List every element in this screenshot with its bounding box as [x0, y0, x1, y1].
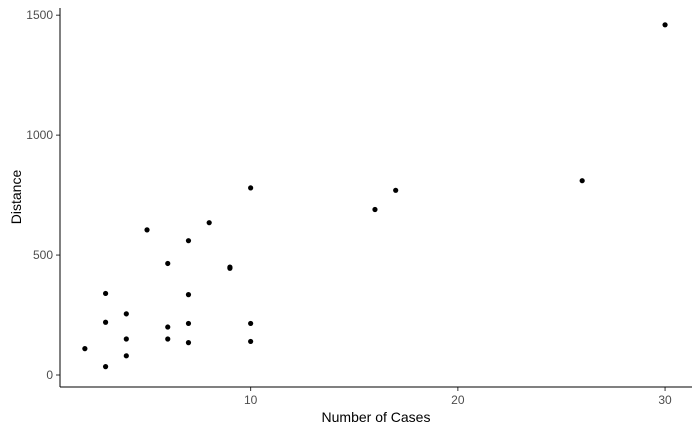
data-point	[82, 346, 88, 352]
data-point	[372, 206, 378, 213]
x-axis-title: Number of Cases	[322, 409, 431, 425]
data-point	[227, 264, 233, 270]
data-point	[144, 227, 150, 233]
data-point	[185, 238, 192, 244]
data-point	[165, 324, 171, 330]
data-point	[123, 336, 129, 342]
data-point	[123, 353, 129, 359]
x-tick-label: 10	[244, 393, 258, 407]
data-point	[248, 185, 254, 191]
data-point	[248, 338, 254, 345]
data-point	[185, 340, 192, 346]
y-tick-label: 0	[46, 368, 53, 382]
data-point	[102, 319, 109, 325]
data-point	[123, 311, 129, 317]
y-axis-ticks: 0 500 1000 1500	[26, 8, 60, 382]
y-tick-label: 1000	[26, 128, 53, 142]
data-point	[393, 187, 399, 193]
data-point	[185, 320, 192, 327]
data-point	[165, 260, 171, 267]
y-tick-label: 500	[33, 248, 53, 262]
data-point	[206, 220, 212, 226]
data-point	[102, 290, 109, 297]
data-point	[165, 336, 171, 342]
data-point	[579, 178, 585, 184]
data-point	[662, 22, 668, 28]
x-axis-ticks: 10 20 30	[244, 387, 672, 407]
data-points	[82, 22, 668, 370]
y-tick-label: 1500	[26, 8, 53, 22]
data-point	[185, 292, 192, 298]
data-point	[248, 320, 254, 327]
x-tick-label: 20	[451, 393, 465, 407]
y-axis-title: Distance	[8, 170, 24, 225]
data-point	[102, 364, 109, 370]
x-tick-label: 30	[658, 393, 672, 407]
